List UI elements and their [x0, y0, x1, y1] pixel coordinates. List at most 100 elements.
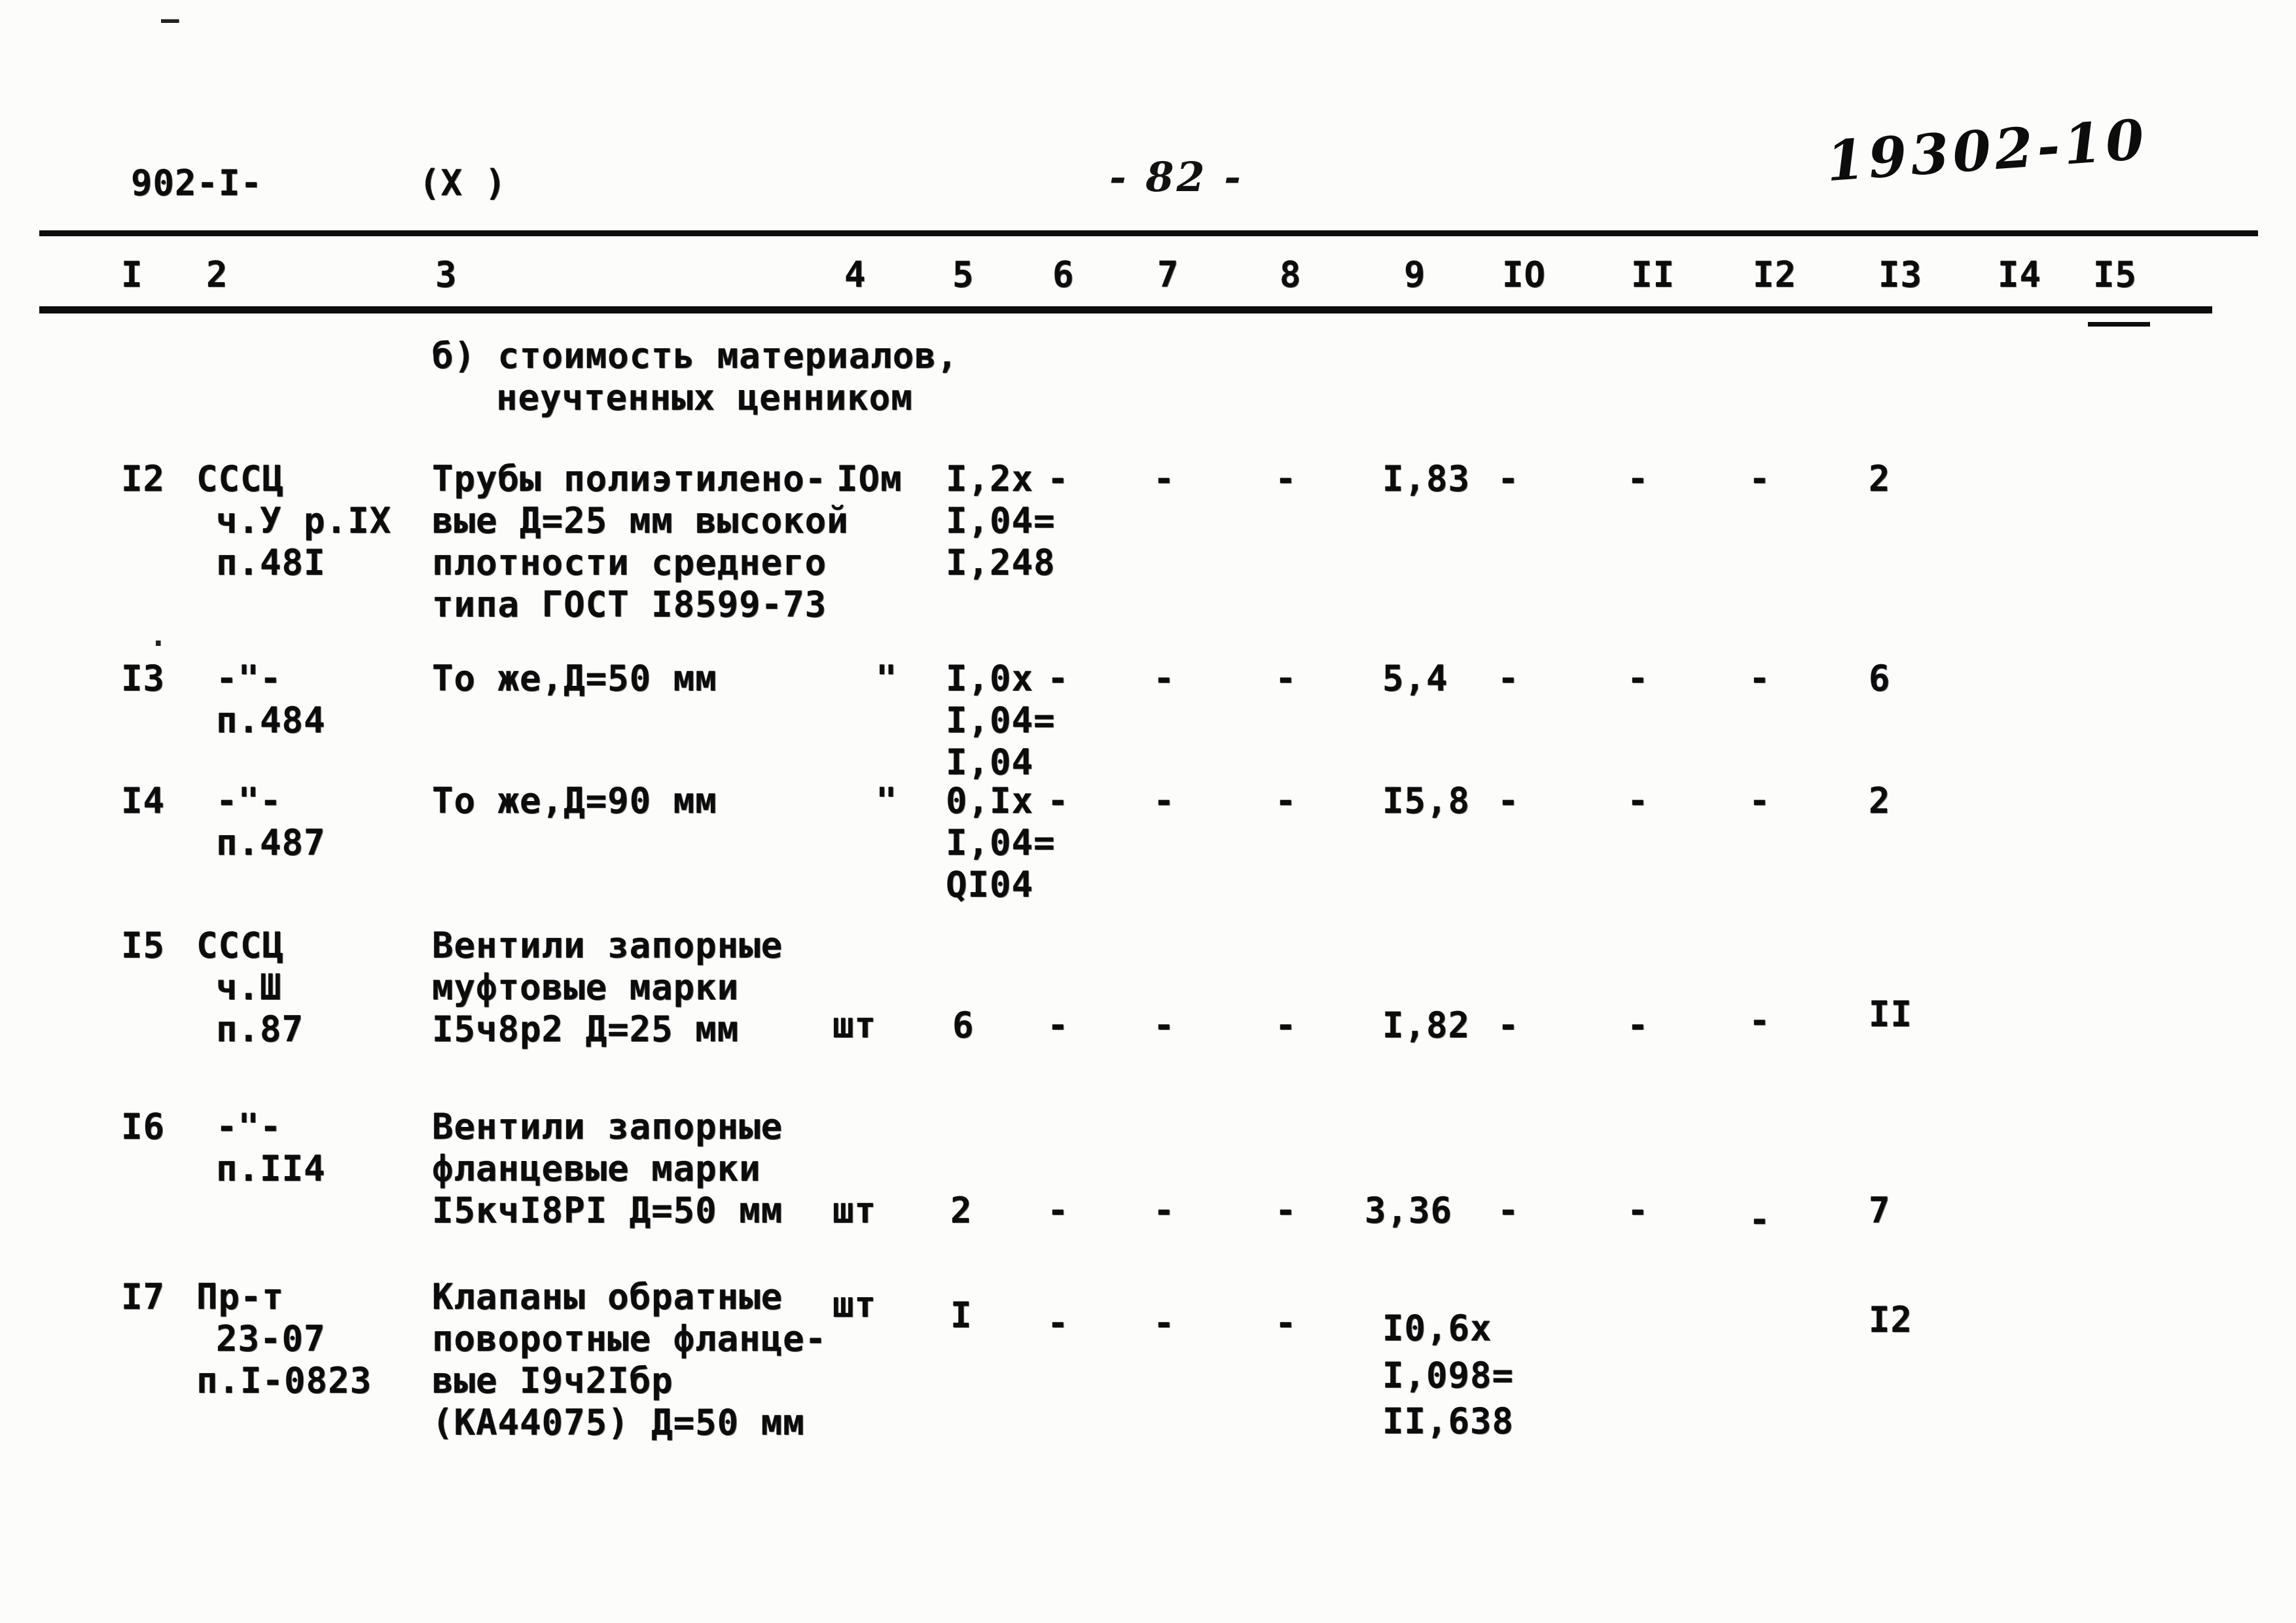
- ink-speck: –: [161, 1, 179, 37]
- section-heading: б) стоимость материалов,: [432, 335, 959, 376]
- row-number: I5: [121, 925, 166, 966]
- ref-line: п.484: [216, 700, 326, 741]
- dash-cell: -: [1627, 1190, 1649, 1231]
- column-number-15: I5: [2093, 254, 2138, 295]
- quantity-line: I,04=: [946, 822, 1056, 863]
- column-number-8: 8: [1280, 254, 1302, 295]
- column-number-3: 3: [435, 254, 457, 295]
- dash-cell: -: [1275, 1302, 1297, 1344]
- ref-line: ч.Ш: [216, 967, 282, 1008]
- col13-cell: 7: [1869, 1190, 1891, 1231]
- quantity-line: I,04: [946, 741, 1034, 783]
- column-number-2: 2: [206, 254, 228, 295]
- row-number: I2: [121, 458, 166, 499]
- ref-line: п.48I: [216, 542, 326, 583]
- unit-cell: шт: [833, 1284, 877, 1325]
- quantity-line: I,248: [946, 542, 1056, 583]
- unit-cell: шт: [833, 1005, 877, 1046]
- unit-cell: IОм: [836, 458, 903, 499]
- quantity-line: I,04=: [946, 700, 1056, 741]
- col13-cell: II: [1869, 993, 1913, 1035]
- dash-cell: -: [1749, 1199, 1771, 1240]
- column-number-14: I4: [1998, 254, 2042, 295]
- ref-line: -"-: [216, 658, 282, 699]
- dash-cell: -: [1153, 1302, 1175, 1344]
- price-line: I5,8: [1382, 780, 1471, 821]
- dash-cell: -: [1627, 1005, 1649, 1046]
- col13-cell: 2: [1869, 458, 1891, 499]
- part-label: (Х ): [419, 162, 507, 204]
- divider-line-top: [39, 230, 2258, 236]
- ref-line: СССЦ: [196, 925, 285, 966]
- col13-cell: I2: [1869, 1299, 1913, 1340]
- dash-cell: -: [1047, 1190, 1069, 1231]
- dash-cell: -: [1153, 1190, 1175, 1231]
- ref-line: 23-07: [216, 1318, 326, 1359]
- quantity-line: 6: [952, 1005, 975, 1046]
- col13-cell: 2: [1869, 780, 1891, 821]
- dash-cell: -: [1047, 1302, 1069, 1344]
- column-number-5: 5: [952, 254, 975, 295]
- row-number: I4: [121, 780, 166, 821]
- item-name-line: (КА44075) Д=50 мм: [432, 1402, 805, 1443]
- column-number-13: I3: [1878, 254, 1923, 295]
- item-name-line: поворотные фланце-: [432, 1318, 827, 1359]
- column-number-6: 6: [1052, 254, 1075, 295]
- ref-line: п.87: [216, 1008, 304, 1050]
- quantity-line: I,0х: [946, 658, 1034, 699]
- dash-cell: -: [1627, 780, 1649, 821]
- dash-cell: -: [1498, 1005, 1520, 1046]
- dash-cell: -: [1749, 1000, 1771, 1041]
- item-name-line: То же,Д=90 мм: [432, 780, 717, 821]
- dash-cell: -: [1627, 658, 1649, 699]
- column-number-12: I2: [1753, 254, 1797, 295]
- unit-cell: ": [876, 780, 898, 821]
- price-line: 3,36: [1365, 1190, 1453, 1231]
- row-number: I3: [121, 658, 166, 699]
- price-line: I0,6х: [1382, 1308, 1492, 1349]
- column-number-11: II: [1631, 254, 1676, 295]
- price-line: I,82: [1382, 1005, 1471, 1046]
- ref-line: п.487: [216, 822, 326, 863]
- dash-cell: -: [1153, 658, 1175, 699]
- page-number: - 82 -: [1109, 153, 1244, 201]
- dash-cell: -: [1275, 1190, 1297, 1231]
- price-line: I,83: [1382, 458, 1471, 499]
- dash-cell: -: [1275, 458, 1297, 499]
- quantity-line: QI04: [946, 864, 1034, 905]
- quantity-line: I,04=: [946, 500, 1056, 541]
- doc-code: 902-I-: [131, 162, 263, 204]
- section-heading: неучтенных ценником: [496, 377, 913, 418]
- dash-cell: -: [1153, 1005, 1175, 1046]
- ref-line: ч.У р.IX: [216, 500, 392, 541]
- item-name-line: Клапаны обратные: [432, 1276, 783, 1317]
- quantity-line: I,2х: [946, 458, 1034, 499]
- ref-line: Пр-т: [196, 1276, 285, 1317]
- unit-cell: ": [876, 658, 898, 699]
- handwritten-code: 19302-10: [1824, 106, 2150, 194]
- unit-cell: шт: [833, 1190, 877, 1231]
- column-number-10: IO: [1502, 254, 1547, 295]
- dash-cell: -: [1153, 458, 1175, 499]
- dash-cell: -: [1498, 1190, 1520, 1231]
- dash-cell: -: [1275, 1005, 1297, 1046]
- row-number: I6: [121, 1106, 166, 1147]
- column-number-1: I: [121, 254, 143, 295]
- dash-cell: -: [1047, 780, 1069, 821]
- dash-cell: -: [1153, 780, 1175, 821]
- dash-cell: -: [1498, 458, 1520, 499]
- price-line: II,638: [1382, 1400, 1515, 1442]
- dash-cell: -: [1047, 1005, 1069, 1046]
- item-name-line: Вентили запорные: [432, 1106, 783, 1147]
- item-name-line: I5ч8р2 Д=25 мм: [432, 1008, 740, 1050]
- dash-cell: -: [1047, 458, 1069, 499]
- column-number-9: 9: [1404, 254, 1426, 295]
- ref-line: -"-: [216, 780, 282, 821]
- column-number-7: 7: [1157, 254, 1179, 295]
- dash-cell: -: [1275, 658, 1297, 699]
- dash-cell: -: [1749, 780, 1771, 821]
- item-name-line: вые I9ч2Iбр: [432, 1360, 673, 1401]
- dash-cell: -: [1498, 780, 1520, 821]
- dash-cell: -: [1047, 658, 1069, 699]
- item-name-line: I5кчI8РI Д=50 мм: [432, 1190, 783, 1231]
